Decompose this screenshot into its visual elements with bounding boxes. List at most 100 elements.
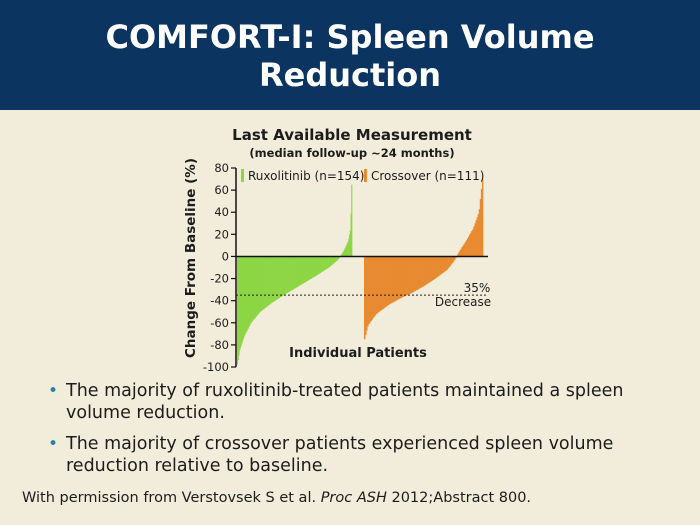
bar-crossover (477, 214, 480, 257)
bar-crossover (369, 256, 371, 323)
bar-ruxolitinib (289, 256, 291, 292)
bar-crossover (364, 256, 366, 340)
bar-ruxolitinib (282, 256, 284, 296)
bar-ruxolitinib (265, 256, 267, 308)
bar-crossover (371, 256, 373, 320)
bar-crossover (422, 256, 425, 287)
y-tick-label: 60 (214, 183, 229, 197)
bar-ruxolitinib (271, 256, 273, 303)
bar-ruxolitinib (319, 256, 321, 273)
bar-ruxolitinib (242, 256, 244, 342)
bar-crossover (472, 229, 474, 257)
y-tick-label: 80 (214, 161, 229, 175)
bar-ruxolitinib (296, 256, 298, 288)
bar-ruxolitinib (327, 256, 329, 269)
bar-ruxolitinib (346, 244, 348, 257)
bar-ruxolitinib (312, 256, 314, 278)
bar-ruxolitinib (340, 254, 342, 257)
bar-ruxolitinib (285, 256, 287, 294)
bar-ruxolitinib (334, 256, 336, 263)
bar-ruxolitinib (337, 256, 339, 261)
bar-crossover (419, 256, 422, 289)
bar-crossover (452, 256, 455, 262)
bar-ruxolitinib (332, 256, 334, 264)
bar-ruxolitinib (249, 256, 251, 325)
y-tick-label: 40 (214, 205, 229, 219)
title-banner: COMFORT-I: Spleen Volume Reduction (0, 0, 700, 110)
bar-ruxolitinib (304, 256, 306, 283)
bar-ruxolitinib (260, 256, 262, 312)
bar-crossover (426, 256, 428, 285)
slide-title-line-1: COMFORT-I: Spleen Volume (105, 18, 595, 56)
bar-crossover (455, 256, 457, 259)
y-tick-label: 0 (222, 249, 229, 263)
bar-ruxolitinib (258, 256, 260, 314)
bar-ruxolitinib (251, 256, 253, 323)
bar-crossover (367, 256, 369, 327)
bar-crossover (447, 256, 450, 269)
bar-ruxolitinib (266, 256, 268, 307)
bar-ruxolitinib (342, 252, 344, 257)
bar-ruxolitinib (254, 256, 256, 319)
bar-ruxolitinib (338, 256, 340, 259)
bar-crossover (428, 256, 430, 283)
bar-crossover (461, 247, 463, 257)
legend-swatch-crossover (364, 169, 367, 182)
bullet-item: • The majority of ruxolitinib-treated pat… (48, 380, 668, 424)
bar-crossover (446, 256, 448, 270)
bar-ruxolitinib (269, 256, 271, 305)
legend-swatch-ruxolitinib (241, 169, 244, 182)
bar-crossover (449, 256, 452, 266)
bar-crossover (387, 256, 390, 306)
slide-title-line-2: Reduction (258, 56, 442, 94)
bar-ruxolitinib (269, 256, 271, 304)
bar-ruxolitinib (287, 256, 289, 293)
bar-crossover (466, 238, 469, 257)
bar-crossover (464, 241, 467, 257)
bar-crossover (478, 209, 481, 257)
slide-title: COMFORT-I: Spleen Volume Reduction (0, 18, 700, 94)
bar-crossover (380, 256, 382, 311)
bar-ruxolitinib (293, 256, 295, 289)
bar-crossover (435, 256, 438, 278)
bar-ruxolitinib (298, 256, 301, 286)
bar-ruxolitinib (276, 256, 278, 300)
legend-label-crossover: Crossover (n=111) (371, 169, 484, 183)
bar-ruxolitinib (257, 256, 259, 315)
bar-crossover (421, 256, 424, 287)
bar-crossover (436, 256, 439, 277)
bar-ruxolitinib (250, 256, 252, 324)
bar-crossover (463, 243, 466, 257)
bar-crossover (427, 256, 429, 284)
bar-ruxolitinib (320, 256, 322, 273)
bar-ruxolitinib (264, 256, 266, 309)
reference-label-text: Decrease (435, 295, 491, 309)
bar-crossover (411, 256, 413, 293)
bar-ruxolitinib (310, 256, 312, 280)
bar-crossover (459, 250, 461, 257)
bar-crossover (400, 256, 402, 298)
bar-ruxolitinib (255, 256, 257, 317)
bar-ruxolitinib (315, 256, 317, 276)
bar-ruxolitinib (346, 243, 348, 257)
bar-ruxolitinib (256, 256, 258, 316)
bullet-item: • The majority of crossover patients expe… (48, 433, 668, 477)
bar-ruxolitinib (350, 213, 352, 257)
bar-crossover (469, 234, 471, 257)
bar-crossover (384, 256, 386, 308)
bar-crossover (441, 256, 443, 274)
bar-ruxolitinib (251, 256, 254, 322)
bar-ruxolitinib (247, 256, 249, 330)
bar-crossover (424, 256, 426, 286)
bar-ruxolitinib (283, 256, 285, 296)
bar-crossover (445, 256, 447, 271)
bar-ruxolitinib (261, 256, 263, 311)
bar-ruxolitinib (286, 256, 288, 294)
bar-ruxolitinib (293, 256, 295, 290)
bar-ruxolitinib (260, 256, 262, 311)
bar-crossover (416, 256, 418, 290)
bar-crossover (395, 256, 397, 301)
y-tick-label: -80 (210, 338, 229, 352)
bar-ruxolitinib (299, 256, 301, 286)
chart-subtitle: (median follow-up ~24 months) (249, 146, 454, 160)
